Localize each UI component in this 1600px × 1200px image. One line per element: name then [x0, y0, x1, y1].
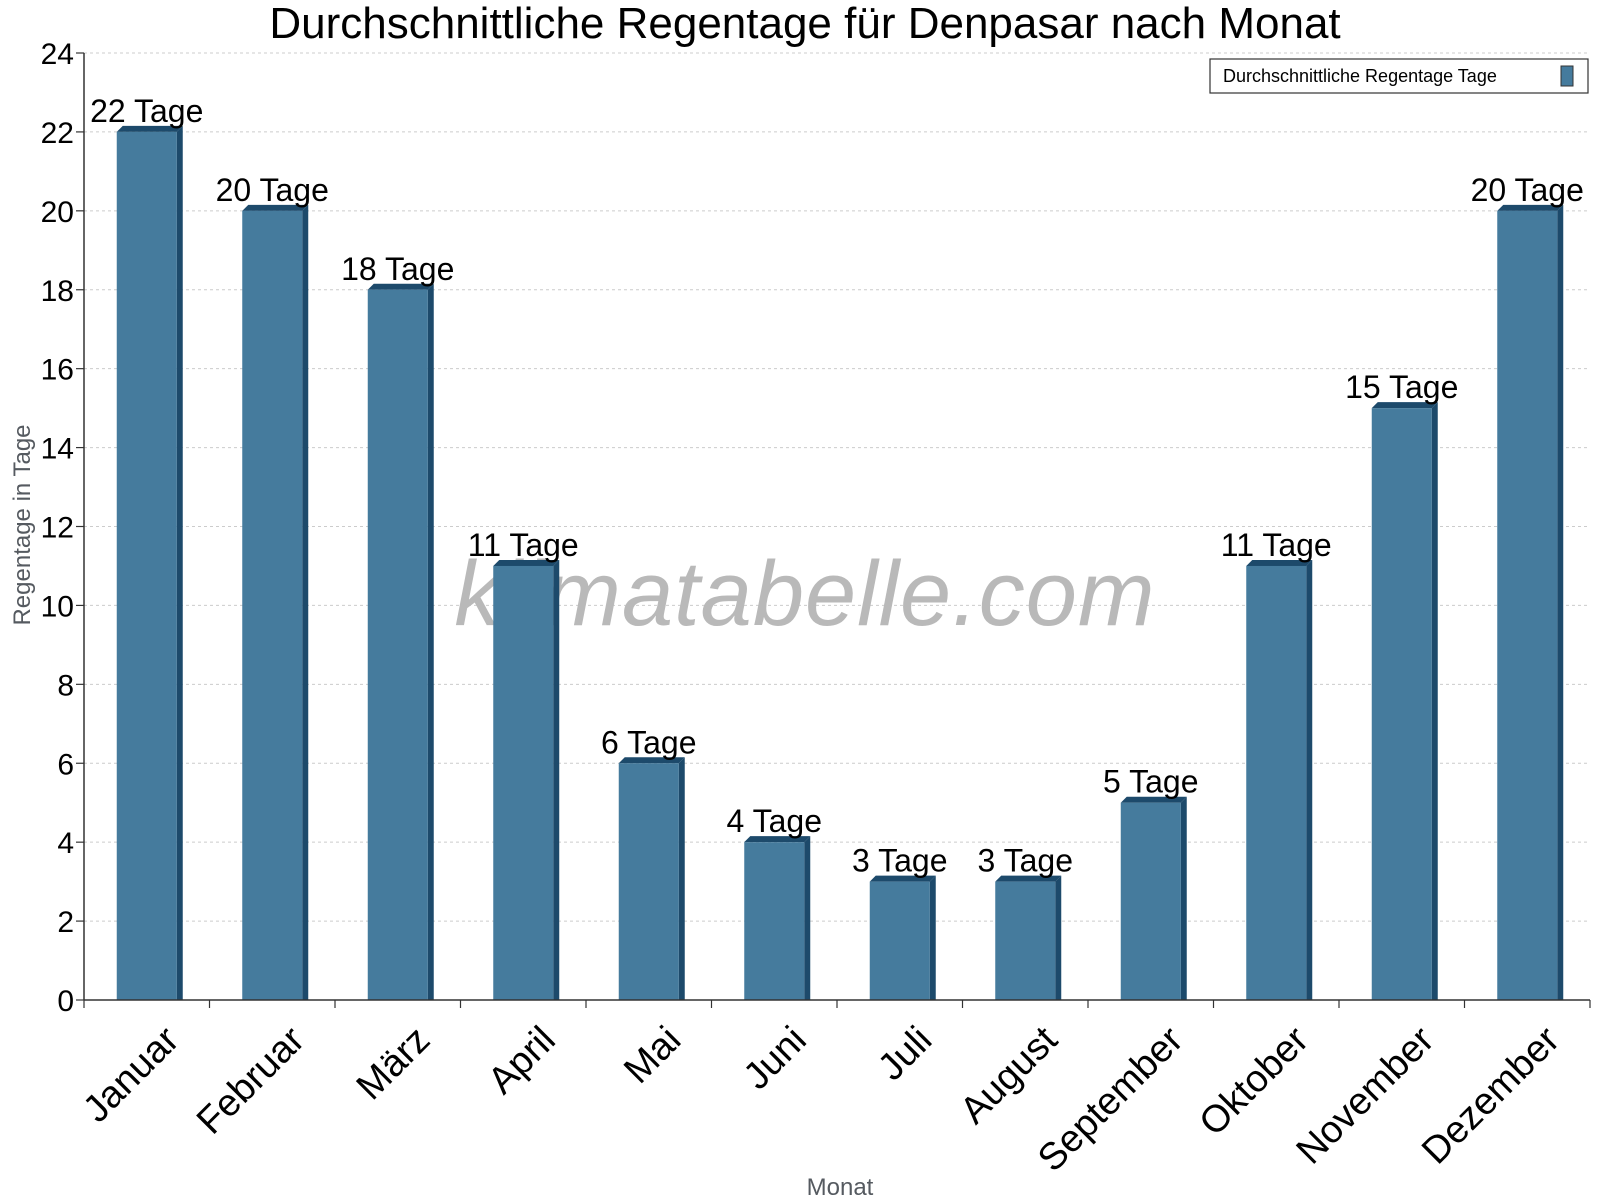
- data-label: 20 Tage: [1471, 172, 1584, 208]
- data-label: 6 Tage: [601, 724, 697, 760]
- y-tick-label: 20: [41, 196, 74, 229]
- bar: [1246, 565, 1307, 1000]
- bar-februar: [242, 204, 309, 1001]
- bar: [1371, 408, 1432, 1000]
- bar-april: [493, 559, 560, 1000]
- bar-side: [678, 757, 685, 1000]
- bar-september: [1120, 796, 1187, 1000]
- y-tick-label: 24: [41, 38, 74, 71]
- data-labels: 22 Tage 20 Tage 18 Tage 11 Tage 6 Tage 4 Tage…: [90, 93, 1584, 879]
- grid-lines: [84, 52, 1590, 922]
- bar-side: [302, 204, 309, 1001]
- bar-top: [618, 757, 685, 764]
- bar: [493, 565, 554, 1000]
- y-tick-label: 8: [57, 669, 74, 702]
- bar-side: [1055, 875, 1062, 1000]
- x-tick-label: Mai: [616, 1019, 689, 1092]
- bar-side: [1180, 796, 1187, 1000]
- x-tick-label: Februar: [189, 1019, 313, 1143]
- x-tick-label: Januar: [75, 1019, 187, 1131]
- bar-top: [869, 875, 936, 882]
- x-tick-label: Dezember: [1414, 1019, 1568, 1173]
- bar-november: [1371, 402, 1438, 1000]
- y-tick-label: 12: [41, 512, 74, 545]
- x-tick-label: Juni: [736, 1019, 815, 1098]
- y-axis-title: Regentage in Tage: [9, 424, 36, 625]
- bar-top: [367, 283, 434, 290]
- bar-m-rz: [367, 283, 434, 1000]
- data-label: 5 Tage: [1103, 764, 1199, 800]
- data-label: 3 Tage: [978, 843, 1074, 879]
- bar-august: [995, 875, 1062, 1000]
- y-tick-label: 14: [41, 433, 74, 466]
- bar: [116, 131, 177, 1000]
- bar: [242, 210, 303, 1001]
- bar-top: [1120, 796, 1187, 803]
- x-tick-label: März: [349, 1019, 438, 1108]
- bar-juli: [869, 875, 936, 1000]
- bar-dezember: [1497, 204, 1564, 1001]
- bar-side: [929, 875, 936, 1000]
- bar-top: [116, 125, 183, 132]
- x-axis-title: Monat: [807, 1174, 874, 1200]
- bar-top: [242, 204, 309, 211]
- watermark: klimatabelle.com: [454, 543, 1155, 645]
- legend: Durchschnittliche Regentage Tage: [1209, 58, 1589, 94]
- x-tick-label: Juli: [870, 1019, 940, 1089]
- axes: [76, 52, 1591, 1008]
- bar-januar: [116, 125, 183, 1000]
- bar: [367, 289, 428, 1000]
- bar: [1497, 210, 1558, 1001]
- data-label: 3 Tage: [852, 843, 948, 879]
- bar-top: [744, 836, 811, 843]
- bar: [995, 881, 1056, 1000]
- x-tick-label: Oktober: [1191, 1019, 1317, 1145]
- bar-mai: [618, 757, 685, 1000]
- y-tick-label: 2: [57, 906, 74, 939]
- bar-side: [1557, 204, 1564, 1001]
- bar-juni: [744, 836, 811, 1000]
- y-tick-label: 4: [57, 827, 74, 860]
- data-label: 20 Tage: [216, 172, 329, 208]
- bar-side: [427, 283, 434, 1000]
- legend-swatch: [1560, 65, 1574, 87]
- bar: [744, 842, 805, 1000]
- legend-label: Durchschnittliche Regentage Tage: [1223, 66, 1497, 86]
- x-tick-label: April: [480, 1019, 563, 1102]
- data-label: 22 Tage: [90, 93, 203, 129]
- y-tick-label: 18: [41, 275, 74, 308]
- bar-side: [176, 125, 183, 1000]
- bar-top: [1246, 559, 1313, 566]
- bar: [618, 763, 679, 1000]
- bar-side: [1431, 402, 1438, 1000]
- y-tick-label: 0: [57, 985, 74, 1018]
- x-tick-labels: Januar Februar März April Mai Juni Juli AugustS…: [75, 1019, 1568, 1180]
- bar-top: [1497, 204, 1564, 211]
- bar: [1120, 802, 1181, 1000]
- bar-side: [553, 559, 560, 1000]
- bar-top: [493, 559, 560, 566]
- x-tick-label: August: [952, 1019, 1066, 1133]
- y-tick-label: 6: [57, 748, 74, 781]
- y-tick-label: 22: [41, 117, 74, 150]
- data-label: 15 Tage: [1345, 369, 1458, 405]
- chart-title: Durchschnittliche Regentage für Denpasar…: [269, 0, 1340, 48]
- bar-side: [804, 836, 811, 1000]
- bar: [869, 881, 930, 1000]
- data-label: 4 Tage: [727, 803, 823, 839]
- data-label: 18 Tage: [341, 251, 454, 287]
- y-tick-label: 10: [41, 590, 74, 623]
- bar-oktober: [1246, 559, 1313, 1000]
- bar-top: [995, 875, 1062, 882]
- bar-side: [1306, 559, 1313, 1000]
- y-tick-label: 16: [41, 354, 74, 387]
- bar-top: [1371, 402, 1438, 409]
- data-label: 11 Tage: [1221, 527, 1332, 563]
- data-label: 11 Tage: [468, 527, 579, 563]
- legend-box: [1209, 58, 1589, 94]
- bar-series: [116, 125, 1564, 1001]
